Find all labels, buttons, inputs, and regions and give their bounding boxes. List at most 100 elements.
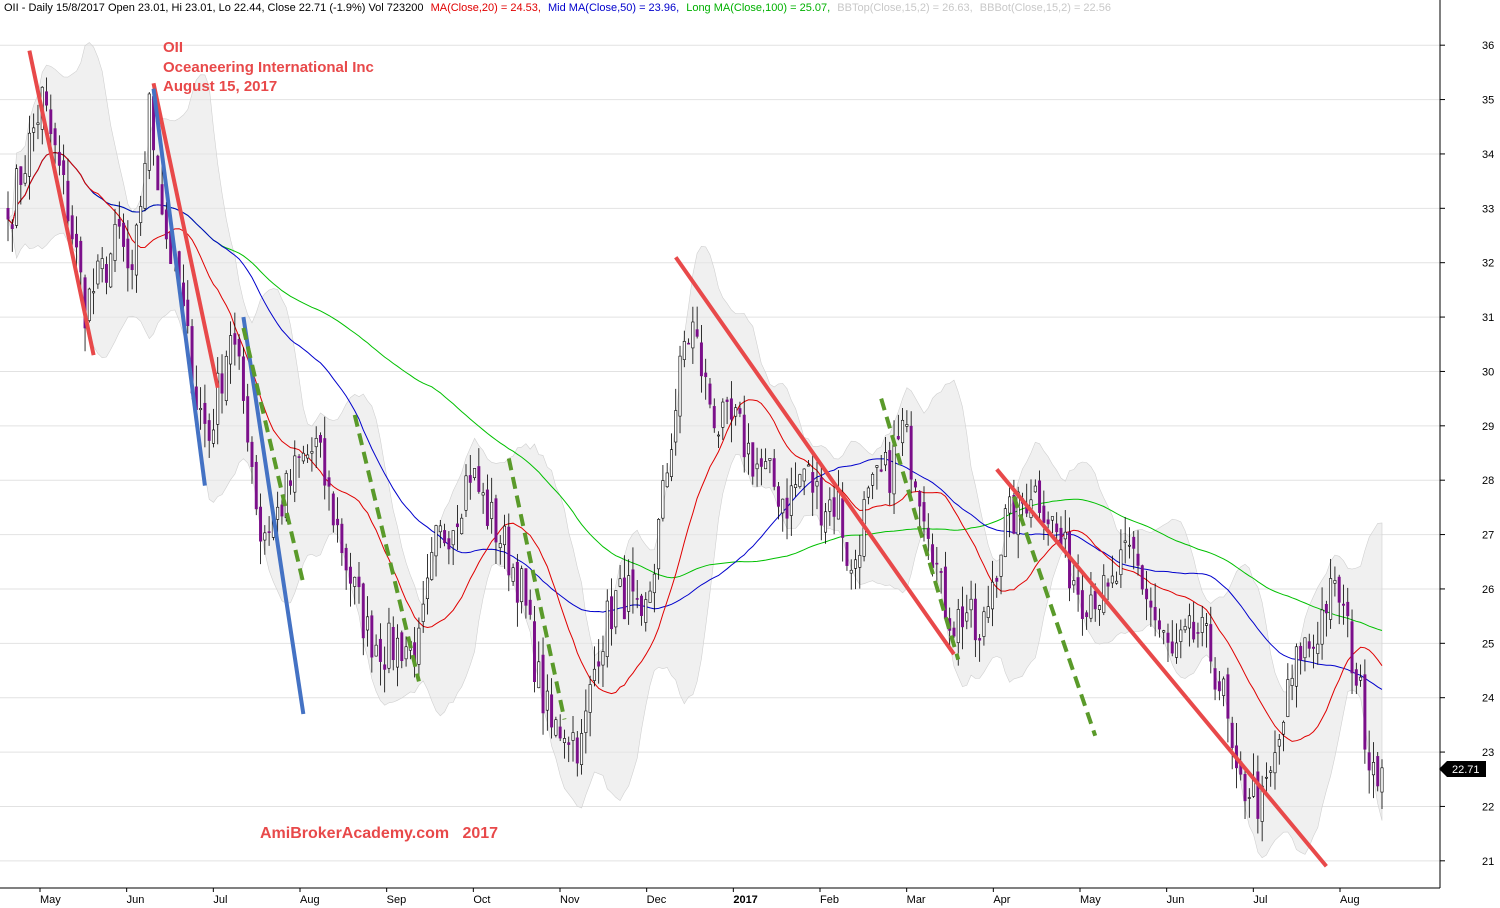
candle — [331, 491, 335, 533]
y-tick-label: 32 — [1482, 258, 1494, 270]
candle — [327, 470, 331, 511]
candle — [391, 616, 395, 671]
candle-body — [845, 542, 849, 566]
candle — [45, 77, 49, 112]
candle — [871, 472, 875, 500]
trendline — [241, 316, 306, 715]
candle — [134, 223, 138, 293]
candle-body — [584, 710, 588, 733]
candle — [507, 513, 511, 592]
candle-body — [357, 576, 361, 588]
candle — [147, 92, 151, 180]
candle — [1076, 554, 1080, 612]
candle — [318, 432, 322, 458]
candlesticks — [6, 77, 1384, 842]
candle-body — [1132, 536, 1136, 549]
candle-body — [742, 414, 746, 458]
candle-body — [233, 333, 237, 345]
candle — [1337, 574, 1341, 625]
candle-body — [592, 668, 596, 681]
candle-body — [1200, 617, 1204, 633]
candle-body — [1243, 774, 1247, 802]
candle — [1008, 485, 1012, 538]
candle — [1354, 662, 1358, 695]
ma20-line — [7, 151, 1383, 742]
candle — [1371, 742, 1375, 799]
candle — [224, 350, 228, 406]
candle-body — [1050, 516, 1054, 521]
x-tick-label: Nov — [560, 894, 580, 906]
candle — [1282, 720, 1286, 752]
candle — [721, 398, 725, 440]
candle-body — [883, 451, 887, 466]
candle — [1359, 664, 1363, 687]
candle-body — [575, 737, 579, 764]
candle-body — [104, 264, 108, 283]
y-tick-label: 26 — [1482, 584, 1494, 596]
candle-body — [1376, 756, 1380, 787]
candle-body — [229, 335, 233, 365]
header-bbtop: BBTop(Close,15,2) = 26.63, — [837, 2, 972, 14]
candle — [794, 462, 798, 497]
candle-body — [186, 299, 190, 327]
candle — [571, 715, 575, 762]
candle — [263, 525, 267, 555]
candle — [1149, 587, 1153, 627]
candle — [216, 357, 220, 445]
candle-body — [430, 552, 434, 580]
candle-body — [789, 485, 793, 516]
candle-body — [1115, 580, 1119, 584]
candle — [387, 607, 391, 674]
candle-body — [935, 562, 939, 565]
candle-body — [661, 480, 665, 519]
candle — [640, 593, 643, 626]
candle-body — [122, 222, 126, 247]
candle — [618, 565, 622, 588]
candle-body — [665, 472, 669, 488]
candle-body — [892, 443, 896, 495]
candle-body — [79, 240, 83, 273]
candle — [220, 354, 224, 414]
candle-body — [117, 218, 121, 227]
candle-body — [1166, 632, 1170, 643]
candle — [1196, 622, 1200, 648]
candle-body — [635, 598, 639, 600]
candle-body — [687, 342, 691, 345]
candle — [15, 164, 19, 229]
candle — [708, 377, 712, 409]
candle — [1341, 584, 1345, 625]
candle — [1269, 766, 1273, 787]
candle-body — [601, 651, 605, 666]
candle-body — [759, 458, 763, 467]
trendline — [674, 256, 956, 656]
candle — [293, 440, 297, 503]
candle — [785, 478, 789, 540]
candle — [421, 580, 425, 633]
candle — [468, 455, 472, 500]
candle — [485, 474, 489, 530]
candle — [481, 482, 485, 514]
candle — [348, 552, 352, 607]
candle-body — [434, 525, 438, 557]
candle-body — [1299, 645, 1303, 661]
candle — [1290, 664, 1294, 701]
candle-body — [969, 598, 973, 611]
candle — [1367, 730, 1371, 794]
candle — [888, 441, 892, 506]
candle-body — [1008, 496, 1012, 514]
candle — [425, 553, 429, 615]
candle-body — [965, 612, 969, 622]
candle — [991, 560, 994, 627]
candle-body — [507, 526, 511, 576]
header-ma100: Long MA(Close,100) = 25.07, — [686, 2, 830, 14]
candle-body — [674, 410, 678, 443]
candle-body — [400, 632, 404, 662]
candle — [635, 579, 639, 609]
candle — [1200, 605, 1204, 647]
candle-body — [738, 408, 742, 414]
candle — [92, 268, 96, 315]
candle — [100, 247, 104, 283]
candle-body — [96, 260, 100, 285]
candle — [939, 568, 943, 594]
trendline-dashed — [1011, 495, 1098, 737]
